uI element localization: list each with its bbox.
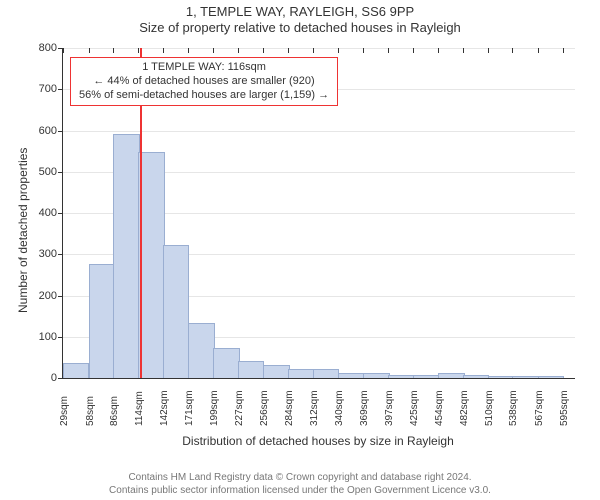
xtick-label: 510sqm xyxy=(484,390,495,426)
histogram-bar xyxy=(338,373,364,378)
annotation-line: 1 TEMPLE WAY: 116sqm xyxy=(79,61,329,75)
xtick-label: 369sqm xyxy=(359,390,370,426)
histogram-bar xyxy=(138,152,164,378)
title-line-2: Size of property relative to detached ho… xyxy=(0,20,600,36)
ytick-label: 500 xyxy=(39,166,57,178)
xtick-mark xyxy=(413,48,414,53)
histogram-bar xyxy=(238,361,264,379)
xtick-mark xyxy=(388,48,389,53)
histogram-bar xyxy=(313,369,339,378)
xtick-mark xyxy=(438,48,439,53)
histogram-bar xyxy=(263,365,289,378)
xtick-mark xyxy=(313,48,314,53)
xtick-label: 58sqm xyxy=(85,396,96,426)
footer-line-2: Contains public sector information licen… xyxy=(0,485,600,498)
xtick-label: 114sqm xyxy=(134,391,145,426)
ytick-mark xyxy=(58,213,63,214)
title-line-1: 1, TEMPLE WAY, RAYLEIGH, SS6 9PP xyxy=(0,4,600,20)
xtick-mark xyxy=(113,48,114,53)
xtick-label: 595sqm xyxy=(559,390,570,426)
histogram-bar xyxy=(463,375,489,378)
xtick-label: 454sqm xyxy=(434,390,445,426)
ytick-label: 400 xyxy=(39,207,57,219)
xtick-label: 340sqm xyxy=(334,390,345,426)
histogram-bar xyxy=(63,363,89,378)
xtick-label: 142sqm xyxy=(159,390,170,426)
y-axis-title: Number of detached properties xyxy=(16,148,30,313)
ytick-label: 200 xyxy=(39,290,57,302)
xtick-label: 425sqm xyxy=(409,390,420,426)
ytick-label: 0 xyxy=(51,372,57,384)
xtick-label: 171sqm xyxy=(184,390,195,426)
x-axis-title: Distribution of detached houses by size … xyxy=(62,434,574,448)
xtick-label: 567sqm xyxy=(534,390,545,426)
xtick-mark xyxy=(263,48,264,53)
xtick-mark xyxy=(338,48,339,53)
xtick-label: 227sqm xyxy=(234,390,245,426)
ytick-label: 800 xyxy=(39,42,57,54)
footer: Contains HM Land Registry data © Crown c… xyxy=(0,472,600,497)
title-block: 1, TEMPLE WAY, RAYLEIGH, SS6 9PP Size of… xyxy=(0,0,600,37)
xtick-mark xyxy=(563,48,564,53)
xtick-mark xyxy=(288,48,289,53)
histogram-bar xyxy=(163,245,189,378)
annotation-box: 1 TEMPLE WAY: 116sqm← 44% of detached ho… xyxy=(70,57,338,106)
histogram-bar xyxy=(113,134,139,378)
ytick-mark xyxy=(58,131,63,132)
xtick-label: 199sqm xyxy=(209,390,220,426)
histogram-bar xyxy=(388,375,414,378)
ytick-label: 600 xyxy=(39,125,57,137)
xtick-label: 482sqm xyxy=(459,390,470,426)
histogram-bar xyxy=(288,369,314,378)
histogram-bar xyxy=(213,348,239,378)
xtick-label: 538sqm xyxy=(508,390,519,426)
ytick-mark xyxy=(58,378,63,379)
xtick-mark xyxy=(238,48,239,53)
xtick-label: 284sqm xyxy=(284,390,295,426)
xtick-mark xyxy=(213,48,214,53)
xtick-mark xyxy=(363,48,364,53)
footer-line-1: Contains HM Land Registry data © Crown c… xyxy=(0,472,600,485)
xtick-mark xyxy=(63,48,64,53)
histogram-bar xyxy=(188,323,214,378)
histogram-bar xyxy=(538,376,564,378)
xtick-mark xyxy=(488,48,489,53)
ytick-mark xyxy=(58,337,63,338)
xtick-label: 312sqm xyxy=(309,390,320,426)
histogram-bar xyxy=(363,373,389,378)
ytick-mark xyxy=(58,296,63,297)
histogram-bar xyxy=(512,376,538,378)
xtick-label: 29sqm xyxy=(59,396,70,426)
xtick-label: 397sqm xyxy=(384,390,395,426)
ytick-mark xyxy=(58,172,63,173)
ytick-mark xyxy=(58,89,63,90)
histogram-bar xyxy=(413,375,439,378)
annotation-line: ← 44% of detached houses are smaller (92… xyxy=(79,75,329,89)
xtick-label: 256sqm xyxy=(259,390,270,426)
ytick-label: 300 xyxy=(39,248,57,260)
histogram-bar xyxy=(89,264,115,378)
xtick-mark xyxy=(463,48,464,53)
annotation-line: 56% of semi-detached houses are larger (… xyxy=(79,89,329,103)
histogram-bar xyxy=(438,373,464,378)
xtick-mark xyxy=(163,48,164,53)
histogram-bar xyxy=(488,376,514,378)
xtick-mark xyxy=(89,48,90,53)
ytick-label: 100 xyxy=(39,331,57,343)
ytick-label: 700 xyxy=(39,83,57,95)
xtick-mark xyxy=(512,48,513,53)
xtick-mark xyxy=(188,48,189,53)
chart-container: 1, TEMPLE WAY, RAYLEIGH, SS6 9PP Size of… xyxy=(0,0,600,500)
ytick-mark xyxy=(58,254,63,255)
xtick-mark xyxy=(538,48,539,53)
xtick-label: 86sqm xyxy=(109,396,120,426)
